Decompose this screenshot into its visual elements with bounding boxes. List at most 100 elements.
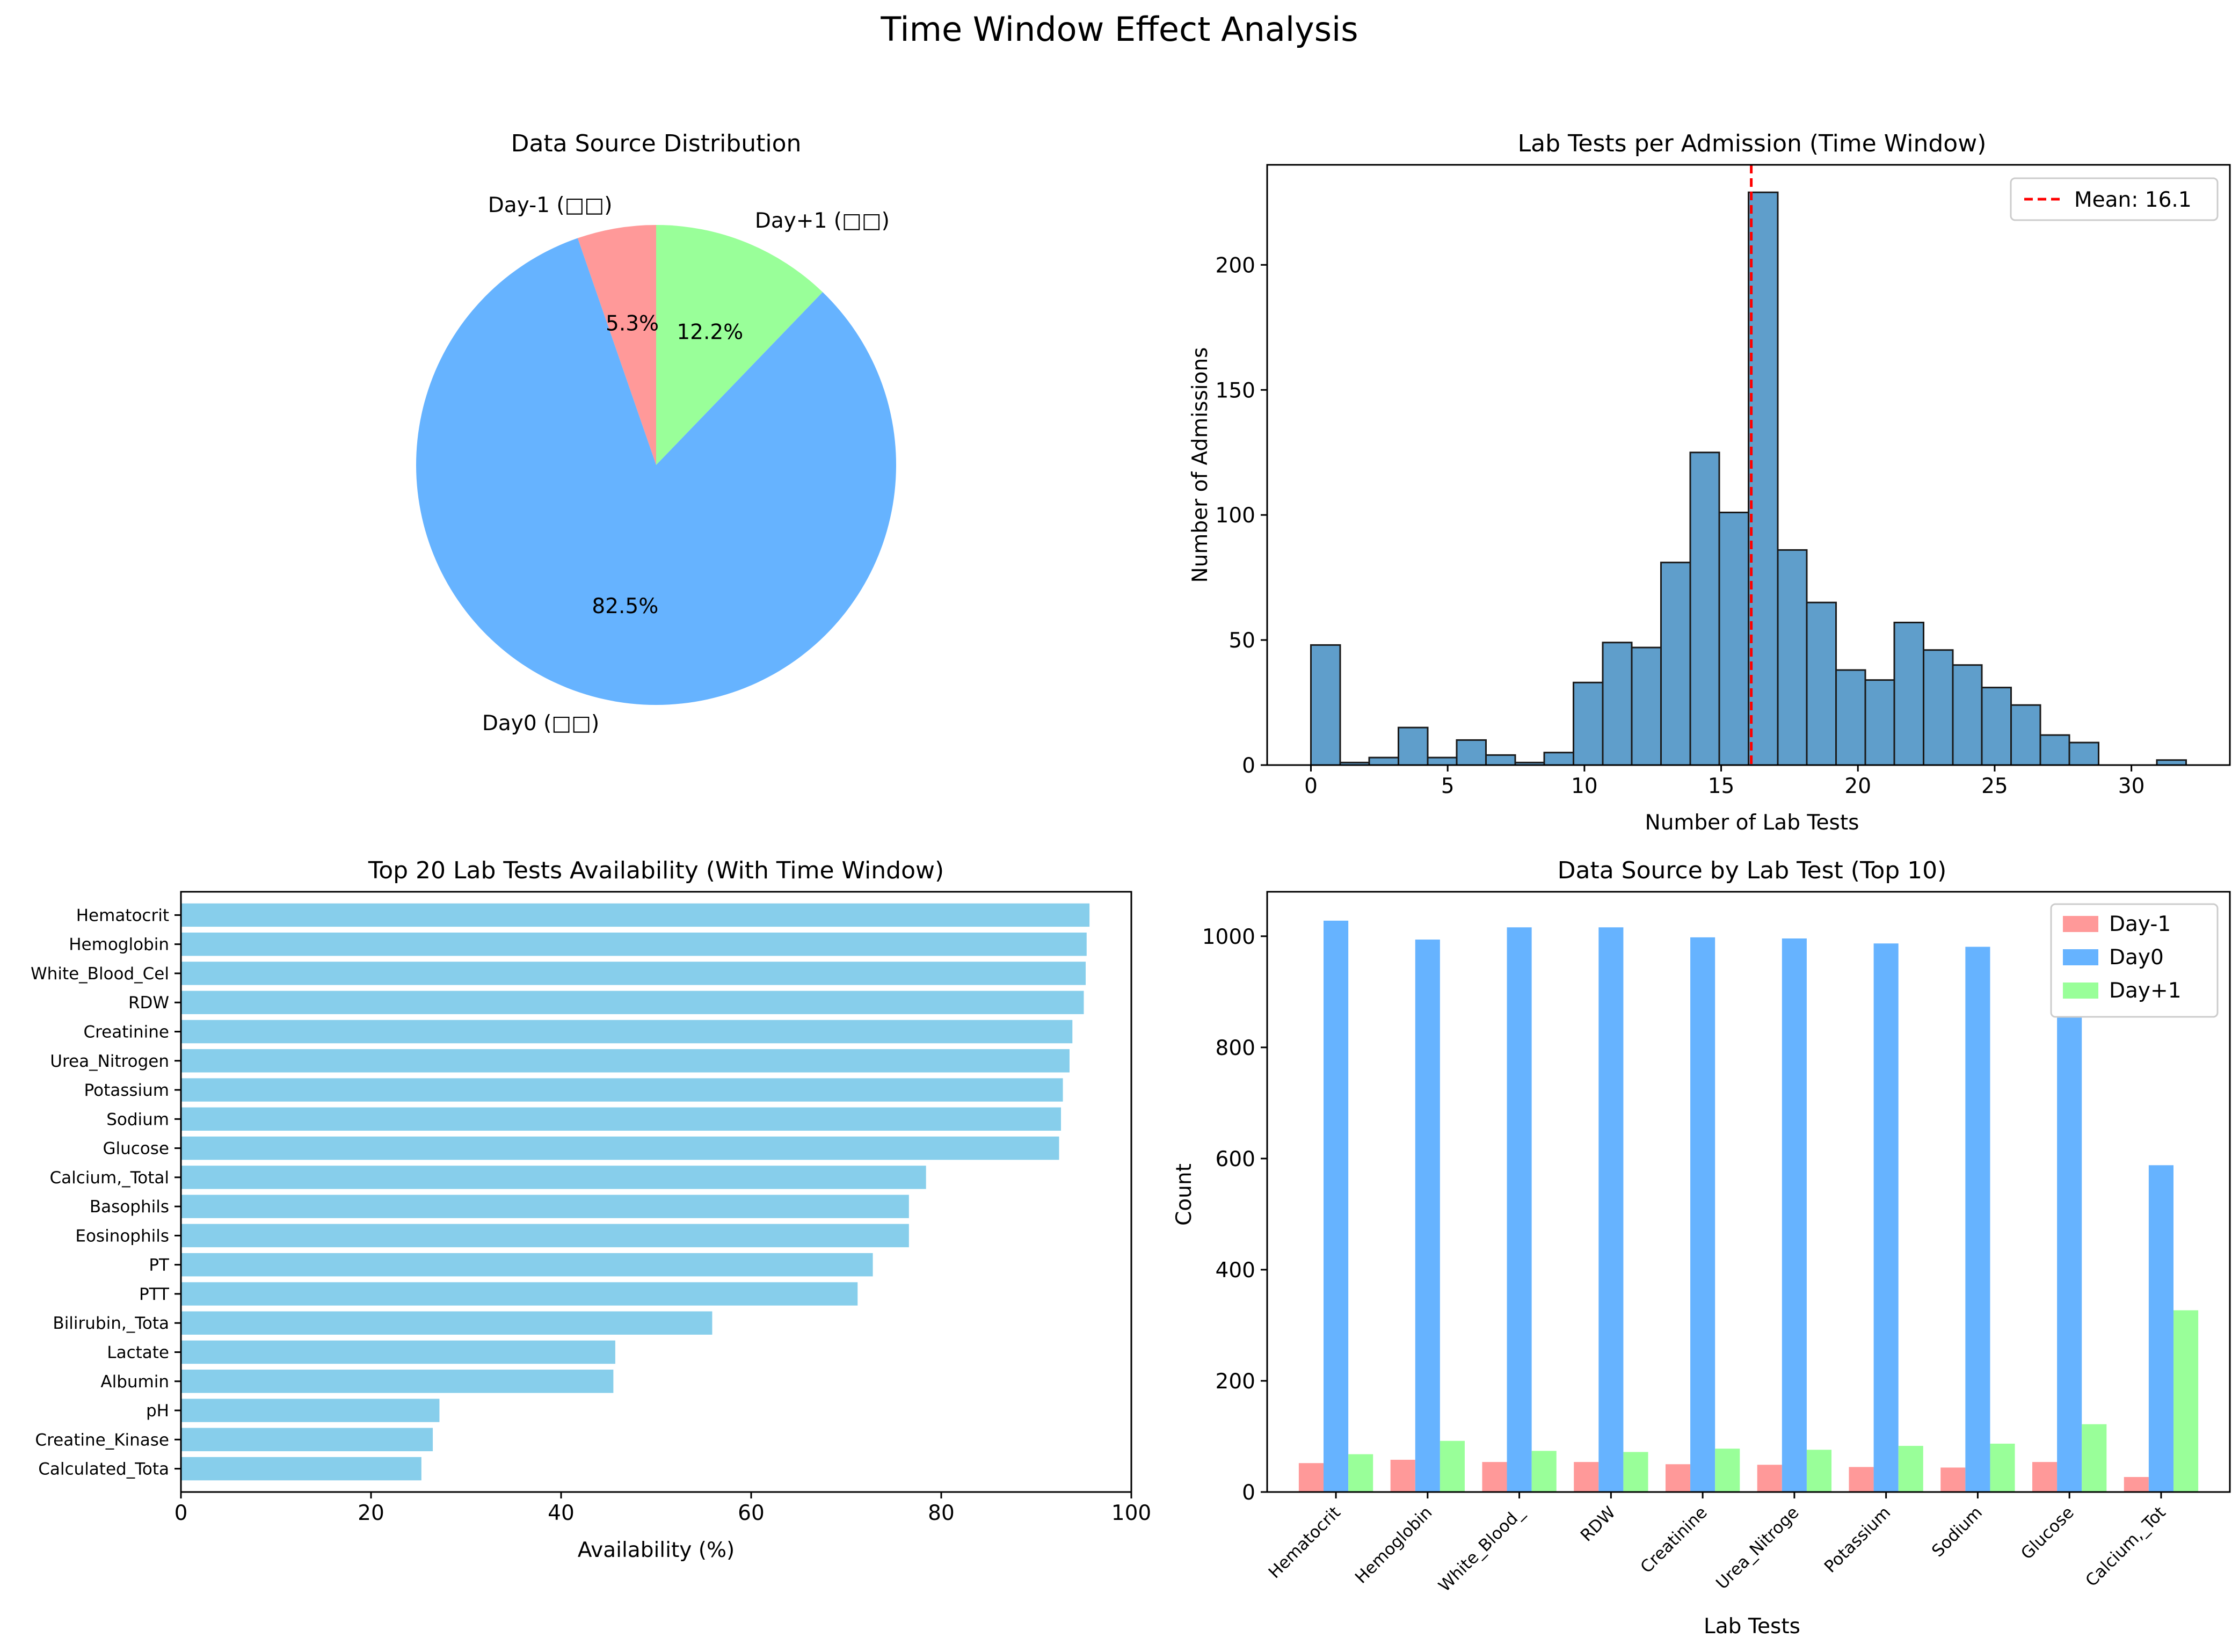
grouped-bar <box>2124 1477 2149 1492</box>
availability-bar <box>181 1078 1063 1102</box>
grouped-bar <box>2082 1424 2107 1492</box>
gbar-legend: Day-1 Day0 Day+1 <box>2050 903 2219 1018</box>
availability-bar <box>181 1253 873 1277</box>
availability-bar <box>181 1428 433 1452</box>
availability-chart: Top 20 Lab Tests Availability (With Time… <box>31 857 1151 1562</box>
y-tick-label: 100 <box>1216 504 1255 528</box>
gbar-title: Data Source by Lab Test (Top 10) <box>1558 857 1947 884</box>
pie-chart: Data Source Distribution 5.3% Day-1 (□□) 8… <box>416 130 896 736</box>
pie-slice <box>577 225 656 465</box>
source-by-test-chart: Data Source by Lab Test (Top 10) Hematoc… <box>1172 857 2231 1639</box>
y-tick-label: 0 <box>1242 1481 1255 1505</box>
category-label: Hemoglobin <box>69 935 169 955</box>
grouped-bar <box>1715 1449 1740 1492</box>
hist-bar <box>1310 644 1341 766</box>
availability-bar <box>181 1136 1059 1160</box>
legend-swatch <box>2063 949 2098 965</box>
pie-slice <box>416 238 896 705</box>
hbar-xlabel: Availability (%) <box>578 1538 735 1562</box>
hist-bar <box>2010 704 2041 766</box>
category-label: Creatine_Kinase <box>35 1430 169 1450</box>
grouped-bar <box>1940 1467 1966 1492</box>
availability-bar <box>181 1195 909 1218</box>
availability-bar <box>181 1107 1062 1131</box>
grouped-bar <box>1415 940 1440 1492</box>
availability-bar <box>181 1020 1073 1044</box>
grouped-bar <box>1298 1463 1324 1492</box>
category-label: pH <box>146 1401 169 1421</box>
grouped-bar <box>1507 927 1532 1492</box>
grouped-bar <box>1531 1451 1557 1492</box>
x-tick-label: 60 <box>738 1501 765 1525</box>
x-tick-label: 10 <box>1571 774 1598 798</box>
category-label: Albumin <box>100 1372 169 1392</box>
grouped-bar <box>1665 1464 1691 1492</box>
pie-pct-label: 5.3% <box>606 312 659 336</box>
hist-bar <box>1981 687 2012 766</box>
category-label: Eosinophils <box>75 1226 169 1246</box>
hist-bar <box>1573 681 1604 766</box>
category-label: Sodium <box>106 1110 169 1129</box>
hist-bar <box>1456 739 1487 766</box>
grouped-bar <box>1873 943 1899 1492</box>
grouped-bar <box>1623 1452 1648 1492</box>
grouped-bar <box>1348 1454 1373 1492</box>
hist-bar <box>2068 741 2099 766</box>
pie-pct-label: 82.5% <box>592 594 658 618</box>
pie-slice <box>656 225 823 465</box>
x-tick-label: 0 <box>175 1501 188 1525</box>
availability-bar <box>181 903 1090 927</box>
hist-bar <box>1398 726 1429 766</box>
grouped-bar <box>1782 938 1807 1492</box>
y-tick-label: 150 <box>1216 379 1255 403</box>
grouped-bar <box>2032 1462 2058 1492</box>
availability-bar <box>181 932 1087 956</box>
category-label: Bilirubin,_Tota <box>53 1314 169 1333</box>
x-tick-label: 80 <box>928 1501 955 1525</box>
category-label: Hematocrit <box>76 906 169 925</box>
availability-bar <box>181 1370 614 1393</box>
category-label: Glucose <box>103 1139 169 1159</box>
availability-bar <box>181 1311 713 1335</box>
grouped-bar <box>1574 1462 1599 1492</box>
figure-title: Time Window Effect Analysis <box>880 10 1358 49</box>
grouped-bar <box>1990 1443 2015 1492</box>
pie-slice-label: Day-1 (□□) <box>488 193 613 217</box>
pie-slice-label: Day+1 (□□) <box>755 209 890 233</box>
hbar-title: Top 20 Lab Tests Availability (With Time… <box>368 857 944 884</box>
hist-bar <box>1427 756 1458 766</box>
legend-label: Day+1 <box>2109 979 2182 1003</box>
category-label: RDW <box>128 993 169 1013</box>
x-tick-label: 30 <box>2118 774 2145 798</box>
grouped-bar <box>1849 1467 1874 1492</box>
hist-bar <box>1718 512 1749 766</box>
axes-frame <box>1266 164 2231 766</box>
availability-bar <box>181 1166 926 1189</box>
hist-bar <box>1631 646 1662 766</box>
availability-bar <box>181 1049 1070 1073</box>
pie-pct-label: 12.2% <box>677 320 743 344</box>
y-tick-label: 50 <box>1228 629 1255 653</box>
grouped-bar <box>1898 1446 1923 1492</box>
pie-slice-label: Day0 (□□) <box>482 711 599 736</box>
hist-bar <box>1485 754 1516 766</box>
histogram-chart: Lab Tests per Admission (Time Window) 0 5… <box>1188 130 2231 835</box>
grouped-bar <box>1598 927 1624 1492</box>
hist-bar <box>1952 664 1983 766</box>
category-label: Potassium <box>84 1081 169 1100</box>
category-label: Creatinine <box>83 1023 169 1042</box>
hist-bar <box>2039 734 2070 766</box>
x-tick-label: 5 <box>1441 774 1455 798</box>
category-label: Calcium,_Total <box>49 1168 169 1188</box>
x-tick-label: 20 <box>1844 774 1871 798</box>
availability-bar <box>181 1457 421 1481</box>
grouped-bar <box>2057 972 2082 1492</box>
hist-bar <box>1806 601 1837 766</box>
category-label: Basophils <box>90 1197 169 1217</box>
legend-swatch <box>2063 916 2098 932</box>
y-tick-label: 200 <box>1216 253 1255 278</box>
category-label: White_Blood_Cel <box>31 964 169 984</box>
y-tick-label: 800 <box>1216 1036 1255 1060</box>
x-tick-label: 20 <box>358 1501 384 1525</box>
